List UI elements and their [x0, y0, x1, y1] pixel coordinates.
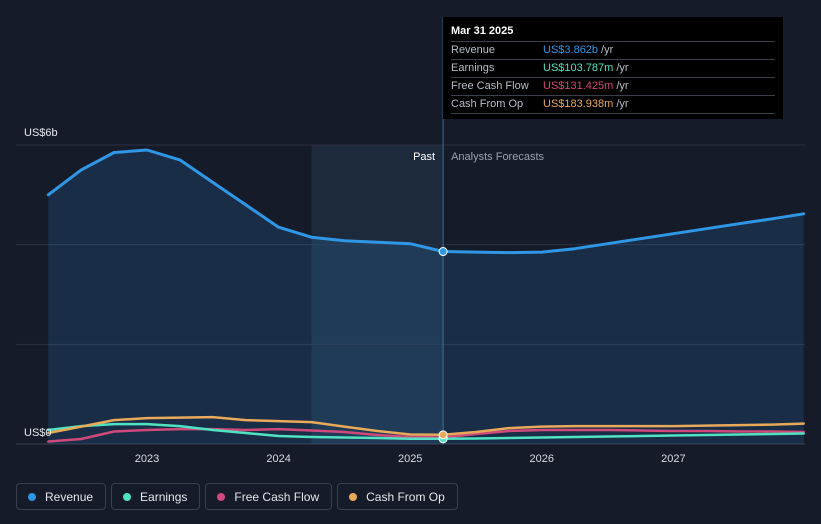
tooltip-unit: /yr [616, 80, 629, 92]
highlight-point-revenue [438, 247, 448, 257]
tooltip-unit: /yr [601, 44, 614, 56]
legend-label: Cash From Op [366, 489, 445, 504]
legend-item-cash-from-op[interactable]: Cash From Op [337, 483, 458, 510]
revenue-area [48, 150, 804, 444]
legend-dot-icon [217, 492, 226, 501]
tooltip-row-free-cash-flow: Free Cash Flow US$131.425m /yr [451, 78, 775, 96]
series-line-revenue [46, 148, 806, 255]
x-tick-label: 2023 [135, 453, 159, 465]
y-axis-label-bottom: US$0 [24, 427, 52, 439]
data-tooltip: Mar 31 2025 Revenue US$3.862b /yr Earnin… [443, 17, 783, 119]
legend-item-revenue[interactable]: Revenue [16, 483, 107, 510]
tooltip-date: Mar 31 2025 [451, 24, 775, 42]
series-line-fcf [47, 427, 805, 443]
legend-dot-icon [28, 492, 36, 501]
x-tick-label: 2026 [530, 453, 554, 465]
highlight-point-cfo [438, 430, 448, 440]
tooltip-value: US$103.787m [543, 62, 614, 74]
legend-label: Revenue [45, 489, 94, 504]
y-axis-label-top: US$6b [24, 127, 58, 139]
x-tick-label: 2027 [661, 453, 685, 465]
tooltip-row-earnings: Earnings US$103.787m /yr [451, 60, 775, 78]
x-tick-label: 2025 [398, 453, 422, 465]
series-line-earnings [47, 422, 805, 441]
tooltip-value: US$183.938m [543, 98, 614, 110]
legend-label: Free Cash Flow [234, 489, 320, 504]
tooltip-label: Cash From Op [451, 98, 524, 110]
chart-legend: Revenue Earnings Free Cash Flow Cash Fro… [16, 483, 458, 510]
forecast-label: Analysts Forecasts [451, 151, 544, 163]
legend-item-free-cash-flow[interactable]: Free Cash Flow [205, 483, 333, 510]
legend-label: Earnings [140, 489, 188, 504]
series-line-cfo [47, 415, 805, 437]
legend-dot-icon [349, 492, 358, 501]
tooltip-value: US$3.862b [543, 44, 599, 56]
tooltip-value: US$131.425m [543, 80, 614, 92]
tooltip-label: Earnings [451, 62, 495, 74]
past-region [311, 145, 444, 444]
legend-dot-icon [123, 492, 132, 501]
tooltip-unit: /yr [616, 62, 629, 74]
tooltip-label: Revenue [451, 44, 496, 56]
tooltip-label: Free Cash Flow [451, 80, 529, 92]
tooltip-row-cash-from-op: Cash From Op US$183.938m /yr [451, 96, 775, 114]
tooltip-unit: /yr [616, 98, 629, 110]
past-label: Past [413, 151, 435, 163]
x-tick-label: 2024 [266, 453, 290, 465]
tooltip-row-revenue: Revenue US$3.862b /yr [451, 42, 775, 60]
legend-item-earnings[interactable]: Earnings [111, 483, 201, 510]
